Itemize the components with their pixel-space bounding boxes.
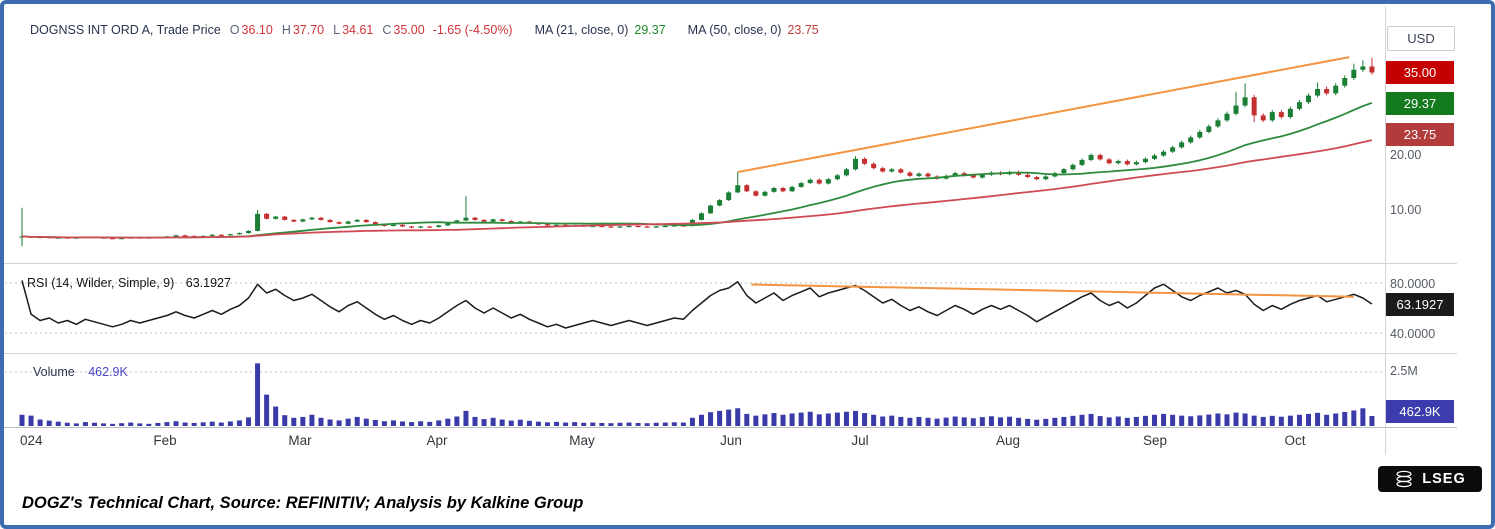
x-axis-label: Jul (851, 433, 869, 448)
rsi-tick-80: 80.0000 (1390, 277, 1436, 291)
x-axis-label: Apr (426, 433, 448, 448)
volume-value: 462.9K (88, 365, 128, 379)
ma21-value: 29.37 (634, 23, 666, 37)
ma50-label: MA (50, close, 0) (687, 23, 782, 37)
volume-legend: Volume 462.9K (33, 365, 128, 379)
low-value: 34.61 (342, 23, 374, 37)
x-axis-label: Mar (288, 433, 312, 448)
volume-label: Volume (33, 365, 75, 379)
lseg-coins-icon (1396, 470, 1412, 488)
ma21-badge: 29.37 (1386, 92, 1454, 115)
close-value: 35.00 (393, 23, 425, 37)
ma50-badge: 23.75 (1386, 123, 1454, 146)
rsi-tick-40: 40.0000 (1390, 327, 1436, 341)
volume-badge: 462.9K (1386, 400, 1454, 423)
open-value: 36.10 (241, 23, 273, 37)
x-axis-label: May (569, 433, 595, 448)
x-axis-label: 024 (20, 433, 43, 448)
x-axis-label: Sep (1142, 433, 1168, 448)
chart-caption: DOGZ's Technical Chart, Source: REFINITI… (22, 494, 584, 512)
change-value: -1.65 (-4.50%) (432, 23, 513, 37)
symbol-title: DOGNSS INT ORD A, Trade Price (30, 23, 221, 37)
volume-tick-25m: 2.5M (1390, 364, 1418, 378)
rsi-label: RSI (14, Wilder, Simple, 9) (27, 276, 175, 290)
x-axis-label: Jun (720, 433, 742, 448)
time-axis[interactable]: 024 Feb Mar Apr May Jun Jul Aug Sep Oct (0, 430, 1385, 455)
x-axis-label: Oct (1284, 433, 1306, 448)
currency-selector[interactable]: USD (1387, 26, 1455, 51)
rsi-legend: RSI (14, Wilder, Simple, 9) 63.1927 (27, 276, 231, 290)
low-label: L (333, 23, 341, 37)
price-tick-20: 20.00 (1390, 148, 1422, 162)
last-price-badge: 35.00 (1386, 61, 1454, 84)
high-label: H (281, 23, 291, 37)
rsi-value: 63.1927 (185, 276, 231, 290)
close-label: C (382, 23, 392, 37)
open-label: O (229, 23, 240, 37)
high-value: 37.70 (292, 23, 325, 37)
price-tick-10: 10.00 (1390, 203, 1422, 217)
rsi-badge: 63.1927 (1386, 293, 1454, 316)
x-axis-label: Feb (153, 433, 177, 448)
price-legend: DOGNSS INT ORD A, Trade Price O 36.10 H 37.7… (30, 23, 819, 37)
ma50-value: 23.75 (787, 23, 819, 37)
lseg-logo-text: LSEG (1422, 471, 1466, 487)
lseg-logo: LSEG (1378, 466, 1482, 492)
ma21-label: MA (21, close, 0) (534, 23, 629, 37)
x-axis-label: Aug (995, 433, 1021, 448)
